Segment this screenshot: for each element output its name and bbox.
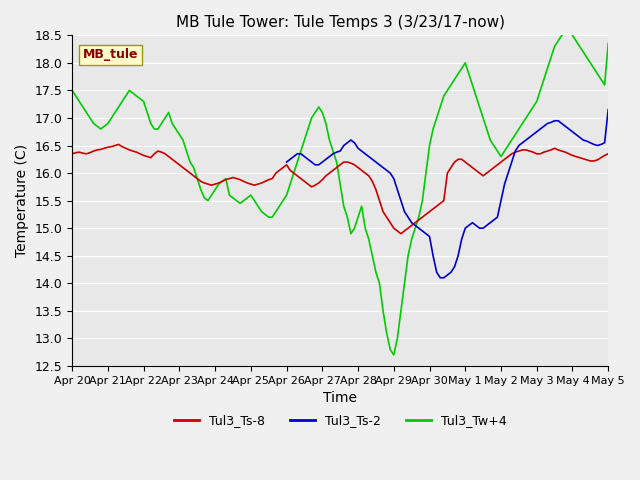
- Tul3_Ts-8: [604, 151, 612, 156]
- Tul3_Ts-8: [261, 179, 269, 184]
- Tul3_Ts-8: [397, 231, 404, 237]
- Tul3_Ts-2: [436, 275, 444, 281]
- Tul3_Ts-2: [358, 148, 365, 154]
- Tul3_Ts-2: [601, 140, 609, 145]
- Tul3_Ts-2: [283, 159, 291, 165]
- Tul3_Ts-8: [333, 165, 340, 170]
- Tul3_Ts-2: [604, 107, 612, 113]
- Tul3_Ts-8: [415, 217, 422, 223]
- Tul3_Ts-8: [115, 142, 122, 147]
- Tul3_Tw+4: [397, 308, 404, 314]
- Legend: Tul3_Ts-8, Tul3_Ts-2, Tul3_Tw+4: Tul3_Ts-8, Tul3_Ts-2, Tul3_Tw+4: [169, 409, 511, 432]
- Line: Tul3_Ts-2: Tul3_Ts-2: [287, 110, 608, 278]
- Tul3_Tw+4: [258, 209, 266, 215]
- Tul3_Ts-2: [558, 120, 566, 126]
- Tul3_Tw+4: [565, 27, 573, 33]
- Y-axis label: Temperature (C): Temperature (C): [15, 144, 29, 257]
- Tul3_Ts-8: [451, 159, 458, 165]
- Tul3_Tw+4: [329, 148, 337, 154]
- Tul3_Ts-2: [365, 154, 372, 159]
- Tul3_Tw+4: [447, 82, 455, 88]
- Tul3_Ts-2: [597, 142, 605, 147]
- Tul3_Tw+4: [604, 41, 612, 47]
- Tul3_Ts-8: [401, 228, 408, 234]
- Title: MB Tule Tower: Tule Temps 3 (3/23/17-now): MB Tule Tower: Tule Temps 3 (3/23/17-now…: [175, 15, 505, 30]
- Tul3_Ts-8: [601, 153, 609, 158]
- X-axis label: Time: Time: [323, 391, 357, 405]
- Tul3_Tw+4: [412, 225, 419, 231]
- Tul3_Ts-8: [68, 151, 76, 156]
- Line: Tul3_Tw+4: Tul3_Tw+4: [72, 30, 608, 355]
- Tul3_Tw+4: [68, 87, 76, 93]
- Line: Tul3_Ts-8: Tul3_Ts-8: [72, 144, 608, 234]
- Tul3_Ts-2: [322, 156, 330, 162]
- Text: MB_tule: MB_tule: [83, 48, 138, 61]
- Tul3_Tw+4: [601, 82, 609, 88]
- Tul3_Tw+4: [390, 352, 397, 358]
